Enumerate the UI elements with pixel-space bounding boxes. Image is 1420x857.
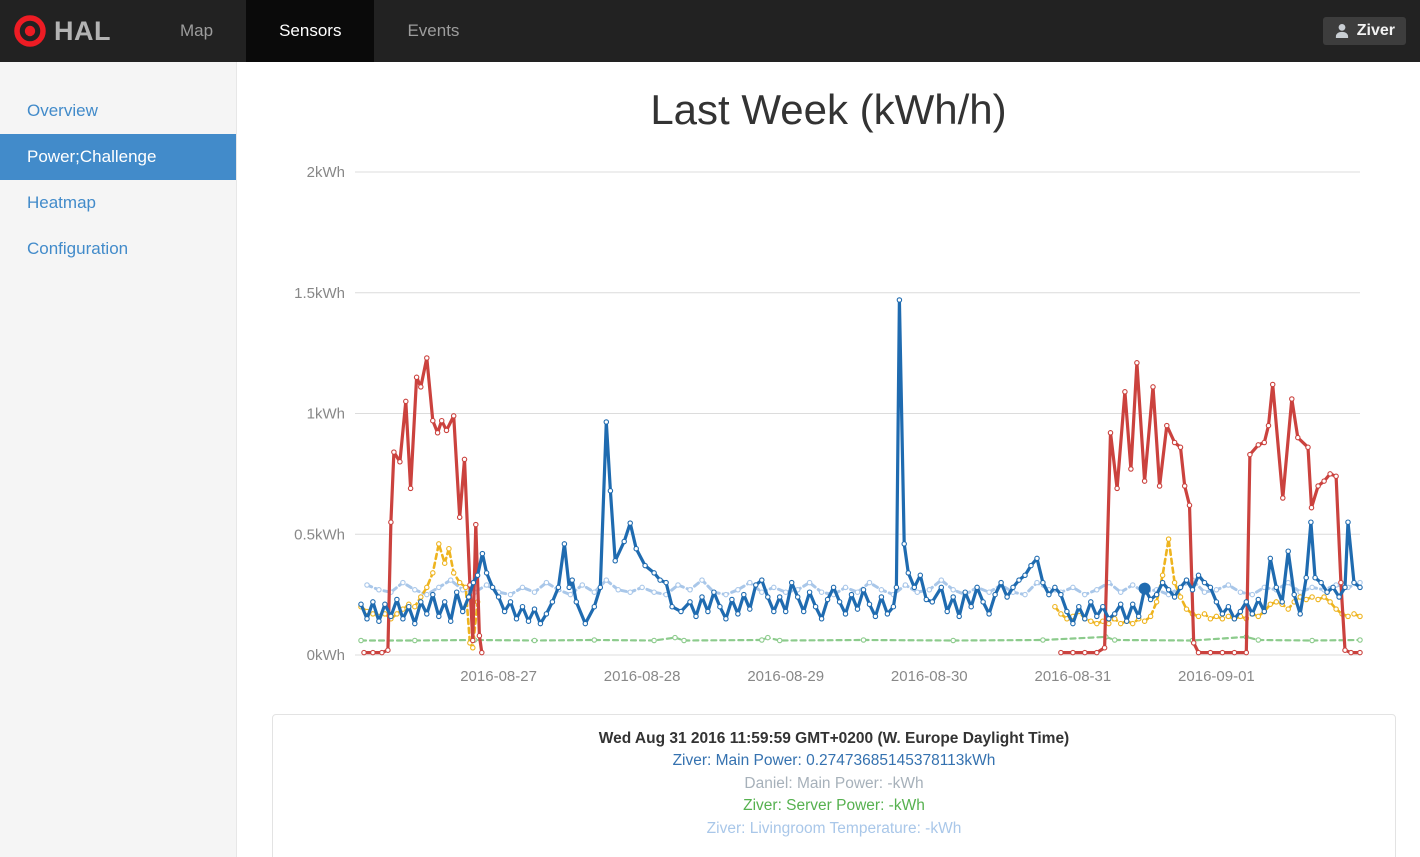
series-0 xyxy=(358,634,1363,644)
highlighted-point xyxy=(1138,582,1151,595)
svg-text:0kWh: 0kWh xyxy=(307,647,345,664)
chart-svg[interactable]: 0kWh 0.5kWh 1kWh 1.5kWh 2kWh 2016-08-27 2016-0… xyxy=(280,140,1400,700)
main-content: Last Week (kWh/h) 0kWh 0.5kWh 1kWh 1.5kWh 2k… xyxy=(237,62,1420,857)
legend-row-ziver-livingroom-temperature: Ziver: Livingroom Temperature: -kWh xyxy=(706,819,962,837)
legend-row-daniel-main-power: Daniel: Main Power: -kWh xyxy=(744,774,924,792)
chart-title: Last Week (kWh/h) xyxy=(650,86,1007,133)
svg-text:2kWh: 2kWh xyxy=(307,164,345,181)
svg-text:1.5kWh: 1.5kWh xyxy=(294,285,345,302)
sidebar: Overview Power;Challenge Heatmap Configu… xyxy=(0,62,237,857)
legend-row-ziver-main-power: Ziver: Main Power: 0.27473685145378113kW… xyxy=(672,752,996,769)
svg-text:2016-08-27: 2016-08-27 xyxy=(460,668,537,685)
sidebar-item-configuration[interactable]: Configuration xyxy=(27,239,129,258)
bullseye-logo-icon xyxy=(14,15,46,47)
brand-name: HAL xyxy=(54,15,111,46)
nav-item-sensors[interactable]: Sensors xyxy=(246,0,375,62)
user-icon xyxy=(1335,24,1348,38)
nav-item-events[interactable]: Events xyxy=(407,21,460,40)
grid-and-axes: 0kWh 0.5kWh 1kWh 1.5kWh 2kWh 2016-08-27 2016-0… xyxy=(294,164,1360,685)
sidebar-item-overview[interactable]: Overview xyxy=(27,101,98,120)
svg-text:1kWh: 1kWh xyxy=(307,406,345,423)
legend-panel: Wed Aug 31 2016 11:59:59 GMT+0200 (W. Eu… xyxy=(272,714,1396,857)
brand[interactable]: HAL xyxy=(0,0,111,62)
user-name: Ziver xyxy=(1356,22,1395,39)
svg-text:2016-09-01: 2016-09-01 xyxy=(1178,668,1255,685)
sidebar-item-power-challenge[interactable]: Power;Challenge xyxy=(0,134,236,180)
top-navbar: HAL Map Sensors Events Ziver xyxy=(0,0,1420,62)
svg-text:0.5kWh: 0.5kWh xyxy=(294,526,345,543)
sidebar-item-heatmap[interactable]: Heatmap xyxy=(27,193,96,212)
svg-text:2016-08-29: 2016-08-29 xyxy=(747,668,824,685)
legend-timestamp: Wed Aug 31 2016 11:59:59 GMT+0200 (W. Eu… xyxy=(598,730,1070,747)
svg-text:2016-08-31: 2016-08-31 xyxy=(1034,668,1111,685)
nav-links: Map Sensors Events xyxy=(147,0,492,62)
user-menu-button[interactable]: Ziver xyxy=(1322,17,1406,45)
legend-row-ziver-server-power: Ziver: Server Power: -kWh xyxy=(743,797,925,814)
nav-item-map[interactable]: Map xyxy=(180,21,214,40)
svg-text:2016-08-30: 2016-08-30 xyxy=(891,668,968,685)
svg-text:2016-08-28: 2016-08-28 xyxy=(604,668,681,685)
series-4 xyxy=(358,297,1363,627)
